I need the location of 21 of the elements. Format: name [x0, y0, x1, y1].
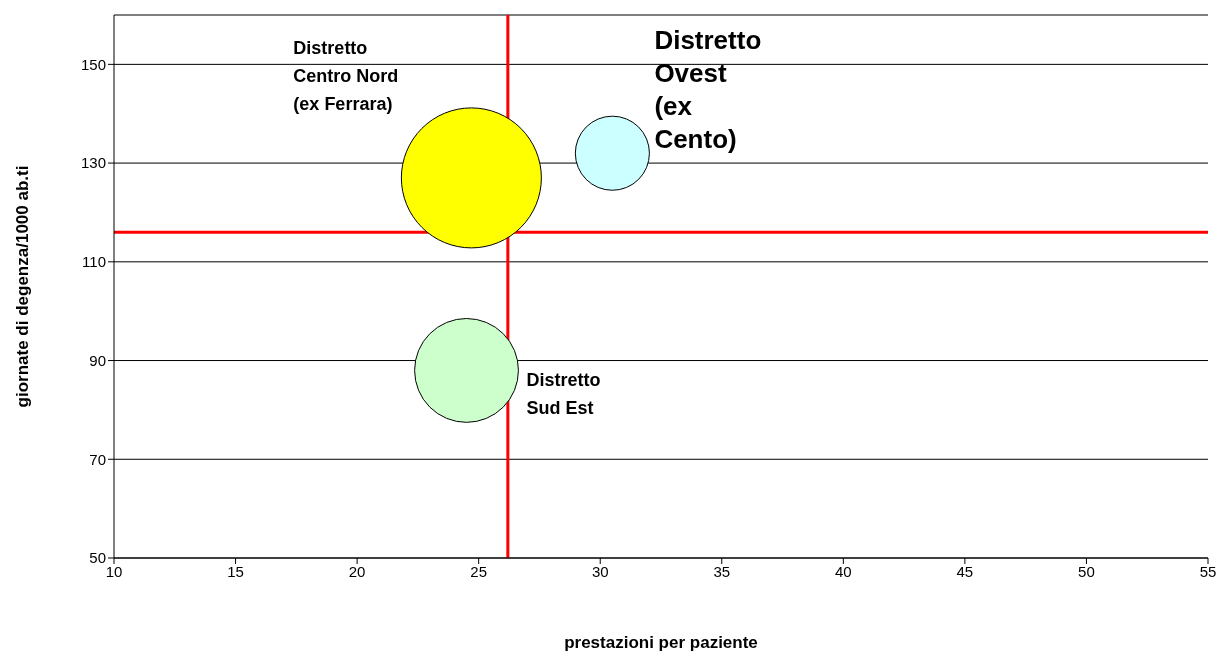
x-tick-label: 40: [834, 562, 852, 580]
x-tick-label: 20: [348, 562, 366, 580]
series-label: Distretto Centro Nord (ex Ferrara): [293, 37, 399, 114]
x-tick-label: 10: [105, 562, 123, 580]
x-tick-label: 15: [227, 562, 244, 580]
y-tick-label: 110: [82, 253, 106, 271]
x-tick-label: 50: [1078, 562, 1095, 580]
y-tick-label: 150: [80, 55, 106, 73]
x-tick-label: 35: [713, 562, 731, 580]
y-tick-label: 50: [89, 549, 106, 567]
y-tick-label: 90: [89, 351, 106, 369]
y-tick-label: 130: [80, 154, 106, 172]
y-tick-label: 70: [89, 450, 106, 468]
series-label: Distretto Ovest (ex Cento): [654, 25, 762, 155]
x-tick-label: 45: [956, 562, 974, 580]
x-tick-label: 55: [1199, 562, 1217, 580]
x-tick-label: 30: [591, 562, 609, 580]
x-axis-title: prestazioni per paziente: [564, 633, 758, 652]
x-tick-label: 25: [470, 562, 488, 580]
y-axis-title: giornate di degenza/1000 ab.ti: [13, 165, 33, 408]
series-label: Distretto Sud Est: [526, 370, 601, 419]
